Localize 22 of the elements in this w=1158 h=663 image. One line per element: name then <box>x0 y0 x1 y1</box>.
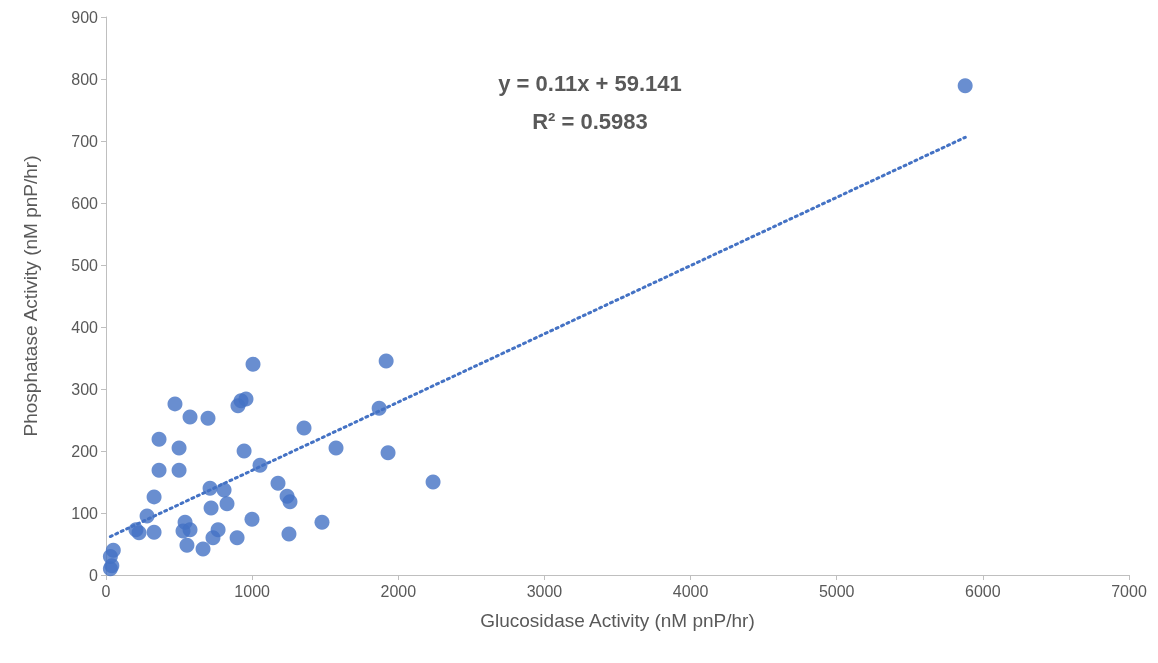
y-tick-label: 0 <box>89 566 99 584</box>
x-tick-label: 0 <box>101 582 111 600</box>
y-tick-label: 100 <box>71 504 99 522</box>
y-tick-label: 500 <box>71 256 99 274</box>
x-tick-label: 6000 <box>965 582 1001 600</box>
y-tick-label: 800 <box>71 70 99 88</box>
annotation: y = 0.11x + 59.141 <box>498 70 682 96</box>
x-tick-label: 7000 <box>1111 582 1147 600</box>
y-tick-label: 200 <box>71 442 99 460</box>
annotation: R² = 0.5983 <box>532 108 648 134</box>
x-tick-label: 4000 <box>672 582 709 600</box>
x-axis-title: Glucosidase Activity (nM pnP/hr) <box>480 610 755 631</box>
x-tick-label: 1000 <box>234 582 271 600</box>
y-tick-label: 300 <box>71 380 99 398</box>
y-axis-title: Phosphatase Activity (nM pnP/hr) <box>20 155 41 437</box>
y-tick-label: 700 <box>71 132 99 150</box>
x-tick-label: 2000 <box>380 582 417 600</box>
y-tick-label: 900 <box>71 8 99 26</box>
y-tick-label: 600 <box>71 194 99 212</box>
y-tick-label: 400 <box>71 318 99 336</box>
x-tick-label: 3000 <box>526 582 563 600</box>
x-tick-label: 5000 <box>818 582 855 600</box>
